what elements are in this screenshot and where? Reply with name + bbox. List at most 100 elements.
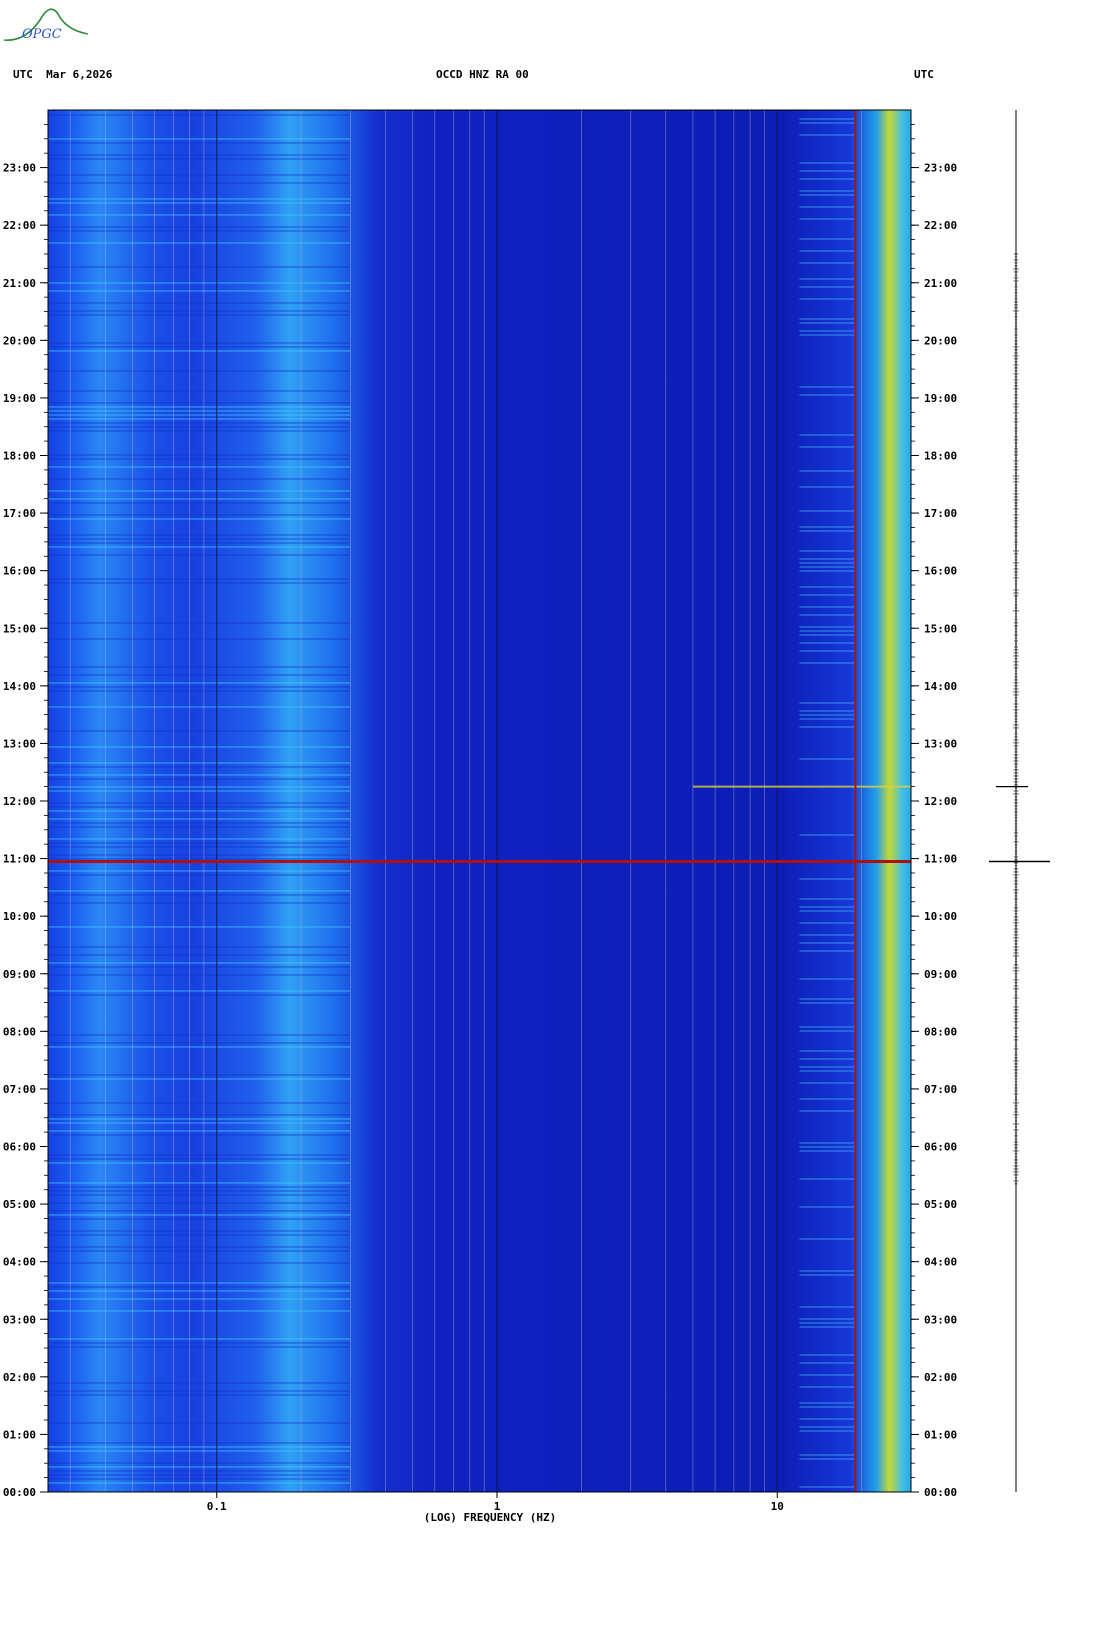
texture-row — [48, 518, 351, 520]
y-tick-label-left: 22:00 — [3, 219, 36, 232]
spectrogram-rows — [48, 114, 856, 1488]
texture-row — [48, 962, 351, 964]
texture-row — [48, 994, 351, 996]
texture-row — [48, 578, 351, 580]
y-tick-label-left: 14:00 — [3, 680, 36, 693]
texture-row — [48, 682, 351, 684]
texture-row — [799, 470, 856, 472]
texture-row — [48, 1214, 351, 1216]
texture-row — [48, 282, 351, 284]
texture-row — [799, 134, 856, 136]
texture-row — [799, 170, 856, 172]
texture-row — [799, 562, 856, 564]
y-tick-label-right: 17:00 — [924, 507, 957, 520]
texture-row — [48, 870, 351, 872]
texture-row — [48, 138, 351, 140]
texture-row — [48, 1338, 351, 1340]
y-tick-label-left: 18:00 — [3, 450, 36, 463]
texture-row — [48, 554, 351, 556]
texture-row — [799, 1066, 856, 1068]
texture-row — [48, 1382, 351, 1384]
texture-row — [799, 262, 856, 264]
y-tick-label-right: 09:00 — [924, 968, 957, 981]
y-tick-label-left: 09:00 — [3, 968, 36, 981]
texture-row — [799, 1146, 856, 1148]
texture-row — [799, 486, 856, 488]
y-tick-label-left: 15:00 — [3, 622, 36, 635]
texture-row — [799, 330, 856, 332]
y-tick-label-right: 18:00 — [924, 450, 957, 463]
texture-row — [48, 1230, 351, 1232]
y-tick-label-right: 10:00 — [924, 910, 957, 923]
texture-row — [48, 802, 351, 804]
texture-row — [48, 314, 351, 316]
x-tick-label: 0.1 — [207, 1500, 227, 1513]
texture-row — [48, 1194, 351, 1196]
texture-row — [799, 1354, 856, 1356]
texture-row — [48, 806, 351, 808]
texture-row — [799, 834, 856, 836]
y-tick-label-right: 13:00 — [924, 737, 957, 750]
y-tick-label-left: 11:00 — [3, 853, 36, 866]
texture-row — [799, 394, 856, 396]
y-tick-label-left: 04:00 — [3, 1256, 36, 1269]
texture-row — [799, 1150, 856, 1152]
texture-row — [48, 114, 351, 116]
texture-row — [48, 466, 351, 468]
texture-row — [799, 998, 856, 1000]
texture-row — [799, 318, 856, 320]
x-axis-label: (LOG) FREQUENCY (HZ) — [424, 1511, 556, 1524]
texture-row — [48, 954, 351, 956]
texture-row — [48, 174, 351, 176]
texture-row — [799, 630, 856, 632]
texture-row — [48, 858, 351, 860]
texture-row — [48, 1450, 351, 1452]
texture-row — [48, 1246, 351, 1248]
texture-row — [799, 1274, 856, 1276]
texture-row — [48, 838, 351, 840]
texture-row — [48, 1286, 351, 1288]
y-tick-label-right: 21:00 — [924, 277, 957, 290]
texture-row — [48, 1034, 351, 1036]
texture-row — [799, 178, 856, 180]
texture-row — [48, 790, 351, 792]
chart-title: OCCD HNZ RA 00 — [436, 68, 529, 81]
texture-row — [799, 934, 856, 936]
texture-row — [48, 902, 351, 904]
texture-row — [48, 410, 351, 412]
texture-row — [48, 1478, 351, 1480]
texture-row — [799, 558, 856, 560]
y-tick-label-right: 20:00 — [924, 334, 957, 347]
texture-row — [799, 550, 856, 552]
texture-row — [48, 454, 351, 456]
texture-row — [48, 766, 351, 768]
texture-row — [799, 1082, 856, 1084]
texture-row — [799, 1142, 856, 1144]
texture-row — [48, 1422, 351, 1424]
texture-row — [48, 302, 351, 304]
texture-row — [48, 542, 351, 544]
texture-row — [48, 1154, 351, 1156]
texture-row — [799, 530, 856, 532]
texture-row — [48, 854, 351, 856]
texture-row — [48, 1446, 351, 1448]
texture-row — [799, 1058, 856, 1060]
texture-row — [799, 642, 856, 644]
texture-row — [48, 746, 351, 748]
texture-row — [48, 674, 351, 676]
texture-row — [799, 434, 856, 436]
texture-row — [48, 1130, 351, 1132]
texture-row — [48, 818, 351, 820]
y-tick-label-left: 17:00 — [3, 507, 36, 520]
texture-row — [799, 714, 856, 716]
texture-row — [48, 894, 351, 896]
texture-row — [799, 634, 856, 636]
texture-row — [799, 1486, 856, 1488]
texture-row — [48, 1470, 351, 1472]
texture-row — [799, 446, 856, 448]
y-tick-label-right: 19:00 — [924, 392, 957, 405]
texture-row — [48, 666, 351, 668]
header-right: UTC — [914, 68, 934, 81]
seismogram-trace — [989, 110, 1050, 1492]
